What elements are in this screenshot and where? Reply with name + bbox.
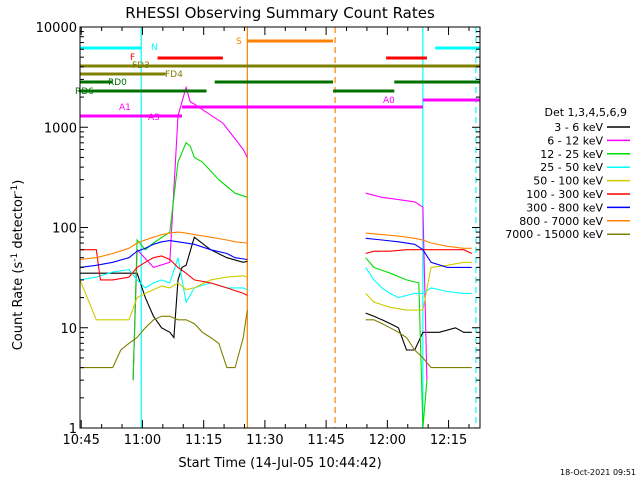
y-axis-label: Count Rate (s-1 detector-1) <box>10 180 26 351</box>
x-tick-label-1: 11:00 <box>124 433 161 448</box>
legend-entry-label-6: 300 - 800 keV <box>526 201 603 214</box>
plot-frame <box>79 26 481 429</box>
legend-entry-label-7: 800 - 7000 keV <box>519 215 603 228</box>
y-tick-label-0: 1 <box>69 422 77 437</box>
svg-text:Count Rate (s-1 detector-1): Count Rate (s-1 detector-1) <box>10 180 26 351</box>
series-line-5 <box>80 249 473 296</box>
timestamp: 18-Oct-2021 09:51 <box>560 468 636 477</box>
y-tick-label-1: 10 <box>60 322 77 337</box>
flag-label-a1: A1 <box>119 103 131 113</box>
series-line-8 <box>80 310 472 369</box>
x-tick-label-6: 12:15 <box>430 433 467 448</box>
legend-entry-label-3: 25 - 50 keV <box>540 161 603 174</box>
y-tick-label-2: 100 <box>52 222 77 237</box>
legend-entry-label-1: 6 - 12 keV <box>547 134 603 147</box>
series-line-2 <box>133 143 472 428</box>
legend-entry-label-8: 7000 - 15000 keV <box>505 228 603 241</box>
axes: 1 10 100 1000 10000 10:45 11:00 11:15 11:30 11:45… <box>36 21 481 448</box>
flag-label-n: N <box>151 43 158 53</box>
plot-area <box>79 27 477 428</box>
flag-label-fd3: FD3 <box>132 61 150 71</box>
y-tick-label-3: 1000 <box>44 121 77 136</box>
flag-label-fd4: FD4 <box>165 70 183 80</box>
series-line-7 <box>79 231 472 261</box>
legend-entry-label-0: 3 - 6 keV <box>554 121 603 134</box>
legend-title: Det 1,3,4,5,6,9 <box>544 106 627 119</box>
legend-entry-label-5: 100 - 300 keV <box>526 188 603 201</box>
x-tick-label-4: 11:45 <box>307 433 344 448</box>
x-tick-label-3: 11:30 <box>246 433 283 448</box>
series-line-3 <box>79 257 472 304</box>
chart-title: RHESSI Observing Summary Count Rates <box>125 4 435 22</box>
series-line-4 <box>79 261 472 321</box>
legend-entry-label-4: 50 - 100 keV <box>533 175 603 188</box>
flag-label-f: F <box>130 53 135 63</box>
flag-label-s: S <box>236 37 242 47</box>
legend-entry-label-2: 12 - 25 keV <box>540 148 603 161</box>
flag-label-a0: A0 <box>383 96 395 106</box>
series-line-0 <box>80 236 472 351</box>
x-tick-label-0: 10:45 <box>62 433 99 448</box>
y-tick-label-4: 10000 <box>36 21 77 36</box>
flag-label-rd6: RD6 <box>75 87 94 97</box>
flag-label-rd0: RD0 <box>108 78 127 88</box>
x-tick-label-5: 12:00 <box>369 433 406 448</box>
series-line-6 <box>79 237 472 268</box>
flag-label-a3: A3 <box>148 113 160 123</box>
x-tick-label-2: 11:15 <box>185 433 222 448</box>
x-axis-label: Start Time (14-Jul-05 10:44:42) <box>178 456 381 471</box>
